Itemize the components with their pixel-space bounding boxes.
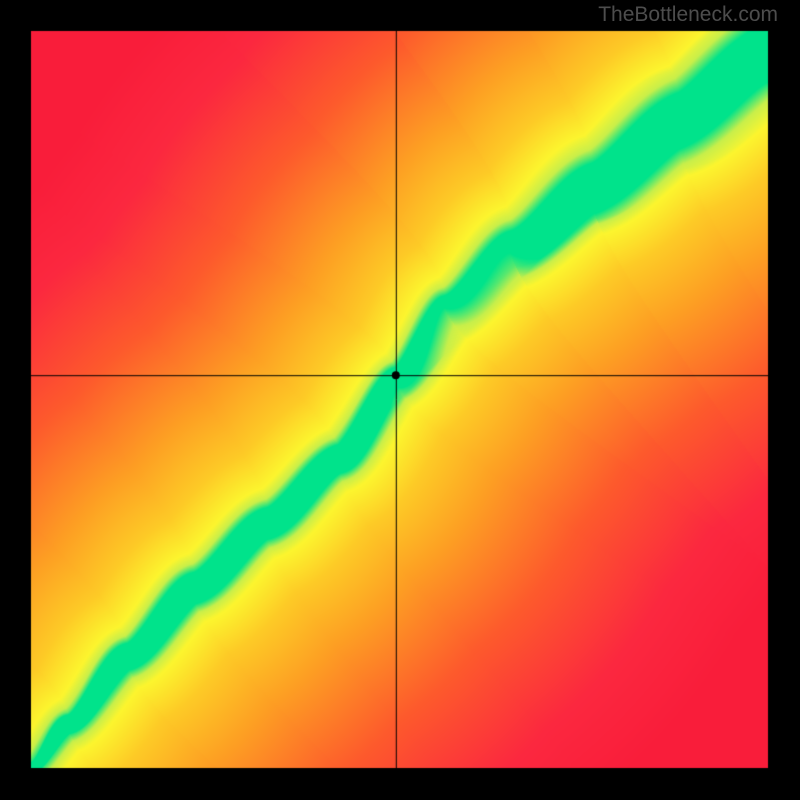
- chart-container: TheBottleneck.com: [0, 0, 800, 800]
- watermark-text: TheBottleneck.com: [598, 3, 778, 27]
- bottleneck-heatmap: [0, 0, 800, 800]
